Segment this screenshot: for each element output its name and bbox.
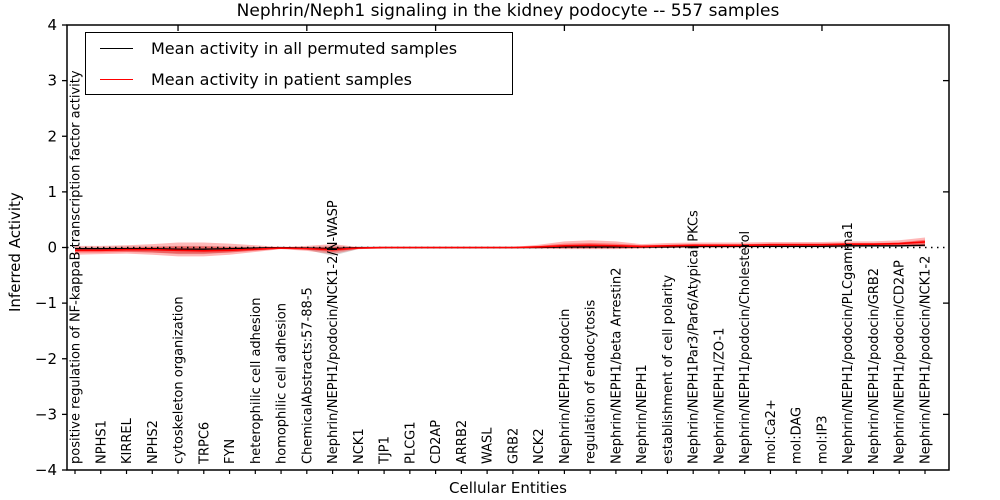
x-tick-label: regulation of endocytosis: [584, 299, 599, 464]
x-tick-label: NCK1: [352, 428, 367, 464]
x-tick-label: ChemicalAbstracts:57-88-5: [300, 287, 315, 464]
y-tick-label: −3: [35, 405, 57, 423]
x-tick-label: Nephrin/NEPH1/podocin/CD2AP: [893, 260, 908, 464]
y-tick-label: 0: [47, 239, 57, 257]
x-tick-label: mol:DAG: [790, 407, 805, 464]
patient-line-swatch: [100, 79, 133, 80]
legend: Mean activity in all permuted samples Me…: [85, 32, 513, 95]
y-tick-label: −2: [35, 350, 57, 368]
x-tick-label: TRPC6: [197, 422, 212, 465]
x-tick-label: Nephrin/NEPH1Par3/Par6/Atypical PKCs: [687, 210, 702, 464]
chart-title: Nephrin/Neph1 signaling in the kidney po…: [236, 1, 780, 21]
x-tick-label: FYN: [223, 439, 238, 464]
x-tick-label: homophilic cell adhesion: [275, 303, 290, 464]
y-tick-label: 2: [47, 127, 57, 145]
x-tick-label: Nephrin/NEPH1/podocin/NCK1-2: [919, 256, 934, 464]
patient-mean-line: [75, 241, 926, 252]
x-tick-label: ARRB2: [455, 420, 470, 464]
legend-item-patient: Mean activity in patient samples: [86, 64, 512, 95]
legend-item-permuted: Mean activity in all permuted samples: [86, 33, 512, 64]
x-tick-label: cytoskeleton organization: [172, 296, 187, 464]
legend-label-patient: Mean activity in patient samples: [151, 70, 412, 89]
x-tick-label: KIRREL: [120, 417, 135, 464]
x-tick-label: Nephrin/NEPH1/beta Arrestin2: [609, 268, 624, 465]
x-tick-label: TJP1: [378, 436, 393, 465]
x-tick-label: Nephrin/NEPH1/podocin/PLCgamma1: [841, 222, 856, 464]
y-tick-label: 1: [47, 183, 57, 201]
x-tick-label: Nephrin/NEPH1/ZO-1: [712, 328, 727, 464]
y-tick-label: 3: [47, 72, 57, 90]
y-tick-label: 4: [47, 16, 57, 34]
x-tick-label: GRB2: [506, 428, 521, 464]
x-axis-label: Cellular Entities: [449, 479, 567, 497]
y-axis-label: Inferred Activity: [6, 192, 24, 312]
x-tick-label: Nephrin/NEPH1: [635, 364, 650, 464]
x-tick-label: NPHS2: [146, 420, 161, 464]
x-tick-label: Nephrin/NEPH1/podocin: [558, 309, 573, 464]
x-tick-label: establishment of cell polarity: [661, 275, 676, 464]
x-tick-label: mol:Ca2+: [764, 399, 779, 464]
permuted-line-swatch: [100, 48, 133, 49]
x-tick-label: CD2AP: [429, 420, 444, 464]
y-tick-label: −4: [35, 461, 57, 479]
y-tick-label: −1: [35, 294, 57, 312]
x-tick-label: PLCG1: [403, 421, 418, 464]
x-tick-label: NCK2: [532, 428, 547, 464]
x-tick-label: Nephrin/NEPH1/podocin/GRB2: [867, 268, 882, 464]
axes-frame: [66, 24, 950, 471]
x-tick-label: NPHS1: [94, 420, 109, 464]
x-tick-label: heterophilic cell adhesion: [249, 298, 264, 465]
x-tick-label: WASL: [481, 427, 496, 464]
legend-label-permuted: Mean activity in all permuted samples: [151, 39, 458, 58]
x-tick-label: positive regulation of NF-kappaB transcr…: [69, 70, 84, 464]
x-tick-label: Nephrin/NEPH1/podocin/NCK1-2/N-WASP: [326, 200, 341, 464]
x-tick-label: Nephrin/NEPH1/podocin/Cholesterol: [738, 231, 753, 464]
x-tick-label: mol:IP3: [815, 415, 830, 464]
